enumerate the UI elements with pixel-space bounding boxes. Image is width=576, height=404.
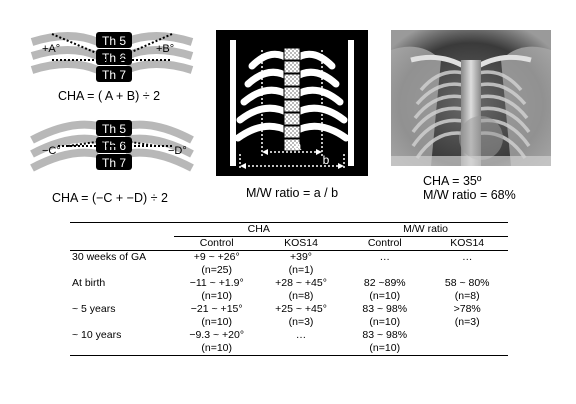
angle-lines (51, 33, 173, 61)
table-row: ~ 10 years −9.3 ~ +20° … 83 ~ 98% (70, 329, 508, 342)
table-cell-n: (n=10) (201, 290, 233, 302)
measure-a-label: a (295, 139, 302, 153)
table-cell: +25 ~ +45° (275, 303, 327, 315)
angle-lines (58, 139, 172, 147)
table-cell-n: (n=10) (369, 342, 401, 354)
table-cell: >78% (453, 303, 481, 315)
mw-ratio-formula: M/W ratio = a / b (246, 186, 339, 200)
row-label: ~ 10 years (72, 329, 122, 341)
table-cell: 83 ~ 98% (362, 303, 408, 315)
table-cell-n: (n=10) (201, 316, 233, 328)
table-cell-n: (n=8) (454, 290, 480, 302)
angle-a-label: +A° (42, 43, 60, 55)
angle-d-label: −D° (168, 145, 187, 157)
table-cell-n: (n=3) (288, 316, 314, 328)
table-cell: +9 ~ +26° (193, 251, 240, 263)
xray-mw-ratio-value: M/W ratio = 68% (423, 188, 516, 202)
table-row-n: (n=10) (n=8) (n=10) (n=8) (70, 290, 508, 303)
table-cell-n: (n=25) (201, 264, 233, 276)
table-cell-n (259, 342, 343, 356)
group-header-mw-ratio: M/W ratio (343, 222, 508, 237)
table-row: 30 weeks of GA +9 ~ +26° +39° … … (70, 251, 508, 265)
cha-positive-diagram: Th 5 Th 6 Th 7 +A° +B° (30, 32, 194, 82)
group-header-row: CHA M/W ratio (70, 222, 508, 237)
row-label: At birth (72, 277, 106, 289)
table-cell: 58 ~ 80% (444, 277, 490, 289)
cha-negative-formula: CHA = (−C + −D) ÷ 2 (52, 191, 168, 205)
table-cell-n: (n=8) (288, 290, 314, 302)
table-row-n: (n=10) (n=3) (n=10) (n=3) (70, 316, 508, 329)
sub-header-mw-control: Control (367, 237, 402, 249)
table-cell-n (426, 264, 508, 277)
table-cell: … (295, 329, 307, 341)
table-row: ~ 5 years −21 ~ +15° +25 ~ +45° 83 ~ 98%… (70, 303, 508, 316)
vertebra-th7-label: Th 7 (102, 156, 126, 170)
table-cell-n: (n=10) (201, 342, 233, 354)
table-cell: 82 ~89% (363, 277, 406, 289)
table-cell-n: (n=10) (369, 316, 401, 328)
group-header-cha: CHA (174, 222, 344, 237)
cha-negative-diagram: Th 5 Th 6 Th 7 −C° −D° (30, 120, 194, 172)
table-cell-n (343, 264, 426, 277)
table-cell (426, 329, 508, 342)
vertebra-th7-label: Th 7 (102, 68, 126, 82)
table-cell-n: (n=3) (454, 316, 480, 328)
table-cell: … (379, 251, 391, 263)
vertebra-th5-label: Th 5 (102, 34, 126, 48)
xray-cha-value: CHA = 35º (423, 174, 482, 188)
sub-header-mw-kos14: KOS14 (450, 237, 485, 249)
angle-b-label: +B° (156, 43, 174, 55)
vertebra-th5-label: Th 5 (102, 122, 126, 136)
row-label: 30 weeks of GA (72, 251, 147, 263)
table-row-n: (n=10) (n=10) (70, 342, 508, 356)
table-cell-n (426, 342, 508, 356)
table-cell: −21 ~ +15° (190, 303, 243, 315)
sub-header-cha-kos14: KOS14 (284, 237, 318, 249)
angle-c-label: −C° (42, 145, 61, 157)
row-label: ~ 5 years (72, 303, 116, 315)
table-cell: … (461, 251, 473, 263)
table-cell: −11 ~ +1.9° (189, 277, 244, 289)
table-cell: 83 ~ 98% (362, 329, 408, 341)
table-row-n: (n=25) (n=1) (70, 264, 508, 277)
sub-header-cha-control: Control (199, 237, 234, 249)
table-cell: +28 ~ +45° (275, 277, 327, 289)
cha-positive-formula: CHA = ( A + B) ÷ 2 (58, 89, 161, 103)
measure-b-label: b (323, 153, 330, 167)
chest-xray-image (391, 30, 551, 166)
cha-mw-ratio-table: CHA M/W ratio Control KOS14 Control KOS1… (70, 222, 508, 356)
table-cell-n: (n=1) (288, 264, 314, 276)
sub-header-row: Control KOS14 Control KOS14 (70, 237, 508, 251)
vertebra-th6-label: Th 6 (102, 51, 126, 65)
table-cell: −9.3 ~ +20° (189, 329, 245, 341)
table-cell: +39° (290, 251, 313, 263)
table-cell-n: (n=10) (369, 290, 401, 302)
table-row: At birth −11 ~ +1.9° +28 ~ +45° 82 ~89% … (70, 277, 508, 290)
mw-ratio-diagram: a b (216, 30, 368, 176)
